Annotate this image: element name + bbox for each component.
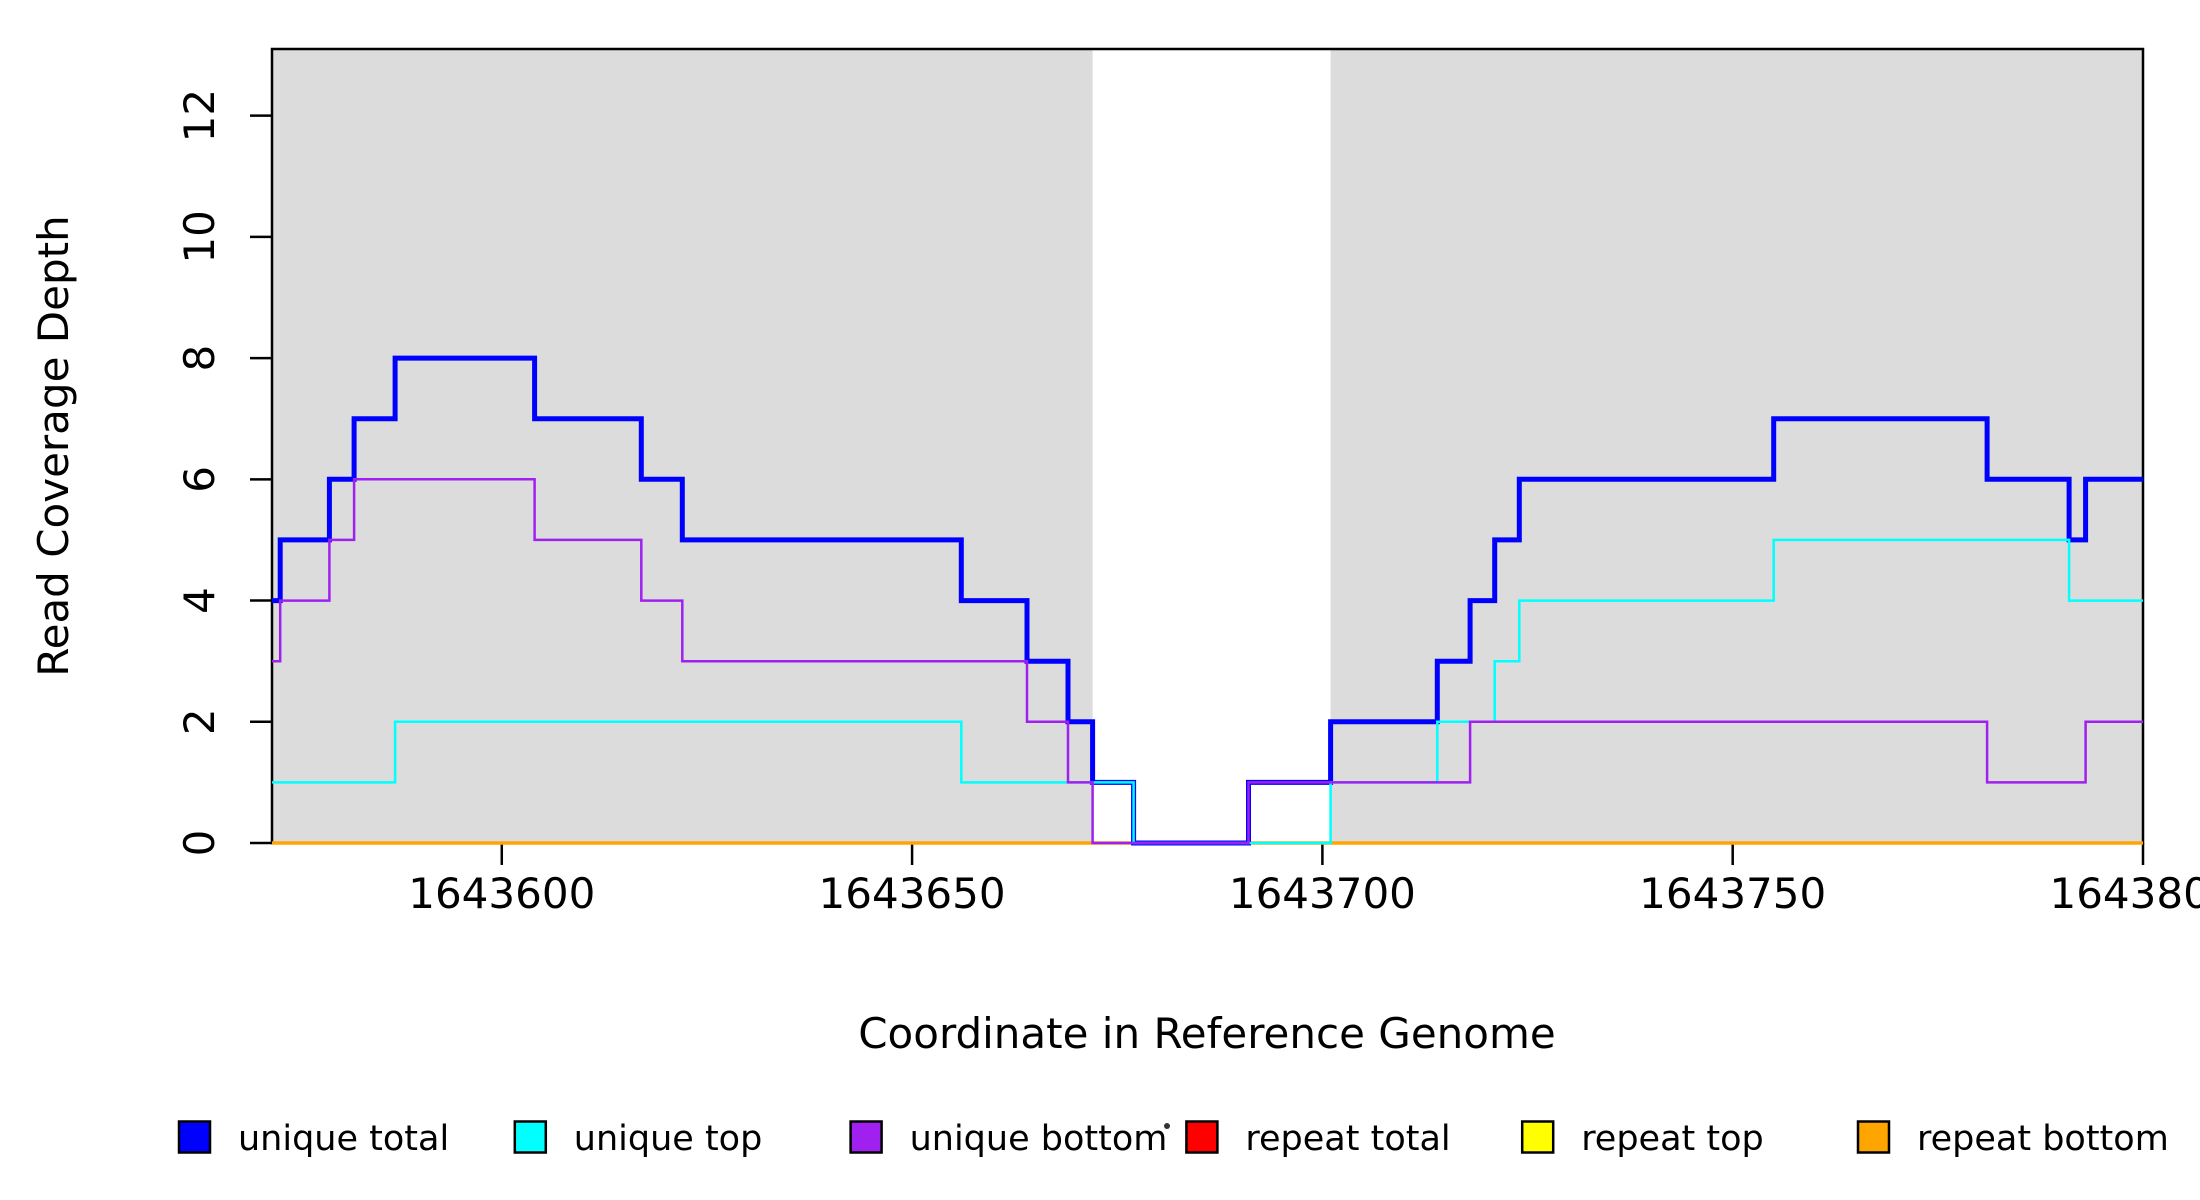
series-line-unique-bottom	[272, 478, 2143, 845]
legend-dot	[1164, 1123, 1170, 1129]
shaded-regions	[272, 49, 2143, 843]
series-lines	[272, 355, 2143, 846]
legend-label: repeat bottom	[1917, 1119, 2169, 1159]
legend-label: repeat total	[1245, 1119, 1450, 1159]
legend-swatch-repeat-top	[1520, 1120, 1555, 1154]
legend-swatch-repeat-bottom	[1856, 1120, 1891, 1154]
y-tick-label: 10	[175, 210, 224, 263]
x-axis-title: Coordinate in Reference Genome	[858, 1009, 1556, 1058]
legend-swatch-unique-total	[177, 1120, 212, 1154]
y-axis-title: Read Coverage Depth	[29, 215, 78, 676]
legend-swatch-unique-bottom	[849, 1120, 883, 1154]
legend-label: unique bottom	[910, 1119, 1168, 1159]
y-tick-label: 6	[175, 466, 224, 493]
x-tick-label: 1643700	[1229, 869, 1416, 918]
x-tick-label: 1643600	[408, 869, 595, 918]
legend-label: repeat top	[1581, 1119, 1764, 1159]
shaded-region	[272, 49, 1093, 843]
y-tick-label: 8	[175, 345, 224, 372]
legend-swatch-unique-top	[513, 1120, 548, 1154]
legend-item-repeat-total: repeat total	[1185, 1119, 1451, 1159]
legend-item-unique-total: unique total	[177, 1119, 449, 1159]
x-tick-label: 1643750	[1639, 869, 1826, 918]
legend-swatch-repeat-total	[1185, 1120, 1219, 1154]
legend-item-repeat-top: repeat top	[1520, 1119, 1764, 1159]
series-line-unique-top	[272, 538, 2143, 845]
legend-item-unique-bottom: unique bottom	[849, 1119, 1168, 1159]
y-tick-label: 2	[175, 708, 224, 735]
legend-item-unique-top: unique top	[513, 1119, 763, 1159]
y-tick-label: 12	[175, 89, 224, 142]
y-tick-label: 4	[175, 587, 224, 614]
y-tick-label: 0	[175, 830, 224, 857]
shaded-region	[1330, 49, 2143, 843]
legend-label: unique top	[574, 1119, 763, 1159]
x-tick-label: 1643650	[819, 869, 1006, 918]
legend-label: unique total	[238, 1119, 449, 1159]
legend: unique total unique top unique bottom repea…	[177, 1119, 2169, 1159]
legend-item-repeat-bottom: repeat bottom	[1856, 1119, 2169, 1159]
